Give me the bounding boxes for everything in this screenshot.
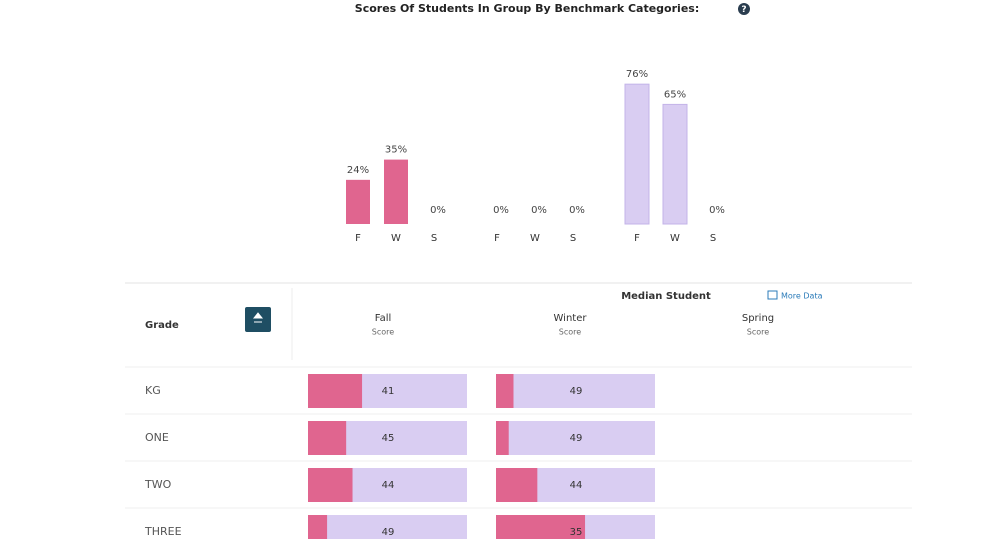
bar-category-label: F [634, 233, 640, 244]
bar [384, 159, 408, 224]
bar-value-label: 35% [385, 145, 407, 156]
grade-label: TWO [144, 478, 172, 491]
bar-category-label: W [391, 233, 401, 244]
score-bar-track [308, 515, 467, 539]
score-value: 44 [382, 480, 395, 491]
score-bar-fill [496, 374, 514, 408]
table-title: Median Student [621, 291, 711, 302]
column-subheader: Score [747, 328, 769, 337]
score-bar-fill [308, 468, 353, 502]
column-header: Fall [375, 313, 392, 324]
bar-value-label: 24% [347, 165, 369, 176]
more-data-link[interactable]: More Data [767, 290, 823, 301]
grade-label: THREE [144, 525, 182, 538]
help-icon[interactable]: ? [738, 3, 750, 15]
bar-category-label: W [530, 233, 540, 244]
score-bar-fill [496, 515, 586, 539]
grade-label: KG [145, 384, 161, 397]
score-bar-fill [496, 468, 538, 502]
grade-label: ONE [145, 431, 169, 444]
bar-value-label: 76% [626, 69, 648, 80]
score-value: 45 [382, 433, 395, 444]
bar-category-label: S [431, 233, 437, 244]
score-bar-track [496, 421, 655, 455]
score-bar-fill [308, 374, 363, 408]
score-bar-fill [308, 421, 347, 455]
more-data-text[interactable]: More Data [781, 292, 823, 301]
bar-value-label: 65% [664, 89, 686, 100]
score-value: 49 [382, 527, 395, 538]
bar-category-label: W [670, 233, 680, 244]
bar-value-label: 0% [430, 205, 446, 216]
bar-value-label: 0% [709, 205, 725, 216]
bar-value-label: 0% [531, 205, 547, 216]
score-value: 35 [570, 527, 583, 538]
bar-category-label: F [355, 233, 361, 244]
score-value: 41 [382, 386, 395, 397]
bar-category-label: S [570, 233, 576, 244]
section-title: Scores Of Students In Group By Benchmark… [355, 2, 699, 15]
column-header: Spring [742, 313, 774, 324]
bar [662, 103, 688, 225]
column-subheader: Score [372, 328, 394, 337]
bar-category-label: F [494, 233, 500, 244]
bar [346, 179, 370, 224]
bar [624, 83, 650, 225]
score-value: 49 [570, 433, 583, 444]
bar-value-label: 0% [493, 205, 509, 216]
score-bar-fill [308, 515, 328, 539]
score-value: 44 [570, 480, 583, 491]
score-bar-fill [496, 421, 509, 455]
column-subheader: Score [559, 328, 581, 337]
bar-value-label: 0% [569, 205, 585, 216]
column-header: Winter [554, 313, 588, 324]
score-bar-track [496, 374, 655, 408]
score-value: 49 [570, 386, 583, 397]
grade-header: Grade [145, 320, 179, 331]
svg-text:?: ? [741, 5, 746, 15]
bar-category-label: S [710, 233, 716, 244]
sort-button[interactable] [245, 307, 271, 332]
